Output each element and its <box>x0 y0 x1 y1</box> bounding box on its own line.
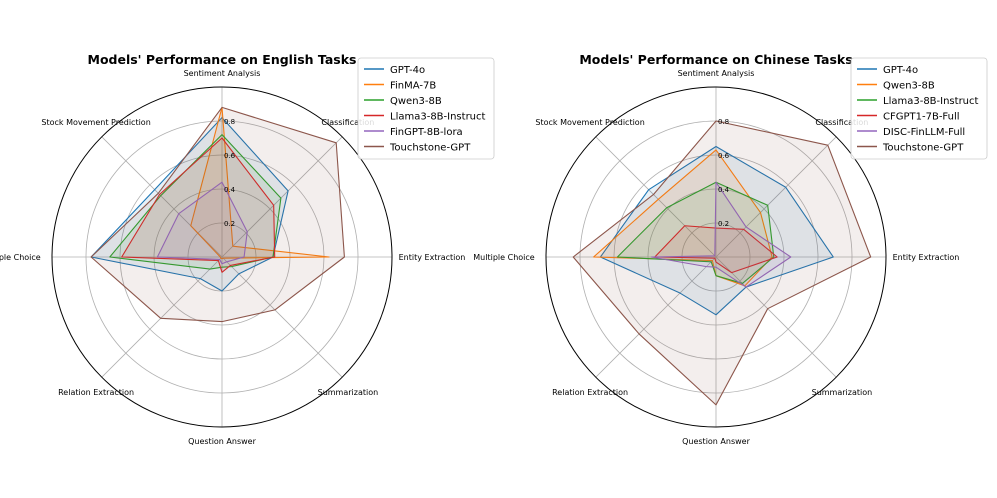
legend-entry: FinMA-7B <box>390 80 436 91</box>
radial-tick-label: 0.2 <box>718 220 729 228</box>
radial-tick-label: 0.2 <box>224 220 235 228</box>
series-disc-finllm-full <box>650 181 792 288</box>
legend-entry: Touchstone-GPT <box>389 142 471 153</box>
legend-entry: Qwen3-8B <box>883 80 935 91</box>
radial-tick-label: 0.8 <box>718 118 729 126</box>
radial-tick-label: 0.8 <box>224 118 235 126</box>
legend-entry: GPT-4o <box>390 65 425 76</box>
axis-label-sentiment-analysis: Sentiment Analysis <box>678 69 755 78</box>
axis-label-stock-movement-prediction: Stock Movement Prediction <box>535 118 644 127</box>
series-touchstone-gpt <box>90 106 345 323</box>
grid-spoke <box>595 136 717 258</box>
axis-label-multiple-choice: Multiple Choice <box>473 253 534 262</box>
series-cfgpt1-7b-full <box>654 225 778 274</box>
radial-tick-label: 0.6 <box>718 152 730 160</box>
radial-tick-label: 0.4 <box>718 186 730 194</box>
legend-frame <box>357 57 495 160</box>
radial-tick-label: 0.6 <box>224 152 236 160</box>
axis-label-question-answer: Question Answer <box>682 437 751 446</box>
legend-entry: DISC-FinLLM-Full <box>883 127 965 138</box>
axis-label-stock-movement-prediction: Stock Movement Prediction <box>41 118 150 127</box>
axis-label-summarization: Summarization <box>812 388 873 397</box>
chart-title: Models' Performance on English Tasks <box>88 52 357 67</box>
axis-label-entity-extraction: Entity Extraction <box>399 253 466 262</box>
radar-chart-english: Models' Performance on English Tasks 0.2… <box>0 52 495 446</box>
grid-spoke <box>221 256 343 378</box>
legend-entry: Touchstone-GPT <box>882 142 964 153</box>
legend-entry: GPT-4o <box>883 65 918 76</box>
polar-frame <box>51 86 393 428</box>
axis-label-sentiment-analysis: Sentiment Analysis <box>184 69 261 78</box>
series-gpt-4o <box>90 117 289 292</box>
grid-spoke <box>101 256 223 378</box>
series-touchstone-gpt <box>572 120 872 406</box>
axis-label-relation-extraction: Relation Extraction <box>58 388 134 397</box>
series-fingpt-8b-lora <box>156 181 248 265</box>
legend-frame <box>850 57 988 160</box>
legend: GPT-4o FinMA-7B Qwen3-8B Llama3-8B-Instruct… <box>357 57 495 160</box>
legend-entry: Llama3-8B-Instruct <box>390 111 486 122</box>
legend-entry: Llama3-8B-Instruct <box>883 96 979 107</box>
legend-entry: Qwen3-8B <box>390 96 442 107</box>
grid-spoke <box>715 256 837 378</box>
grid-spoke <box>221 136 343 258</box>
axis-label-summarization: Summarization <box>318 388 379 397</box>
chart-title: Models' Performance on Chinese Tasks <box>579 52 852 67</box>
axis-label-classification: Classification <box>815 118 868 127</box>
radar-chart-chinese: Models' Performance on Chinese Tasks 0.2… <box>473 52 988 446</box>
grid-spoke <box>715 136 837 258</box>
series-finma-7b <box>190 106 330 260</box>
legend-entry: FinGPT-8B-lora <box>390 127 463 138</box>
axis-label-relation-extraction: Relation Extraction <box>552 388 628 397</box>
series-llama3-8b-instruct <box>121 137 276 273</box>
legend: GPT-4o Qwen3-8B Llama3-8B-Instruct CFGPT1-7… <box>850 57 988 160</box>
grid-spoke <box>595 256 717 378</box>
polar-frame <box>545 86 887 428</box>
axis-label-entity-extraction: Entity Extraction <box>893 253 960 262</box>
axis-label-multiple-choice: Multiple Choice <box>0 253 41 262</box>
legend-entry: CFGPT1-7B-Full <box>883 111 960 122</box>
radial-tick-label: 0.4 <box>224 186 236 194</box>
axis-label-classification: Classification <box>321 118 374 127</box>
axis-label-question-answer: Question Answer <box>188 437 257 446</box>
